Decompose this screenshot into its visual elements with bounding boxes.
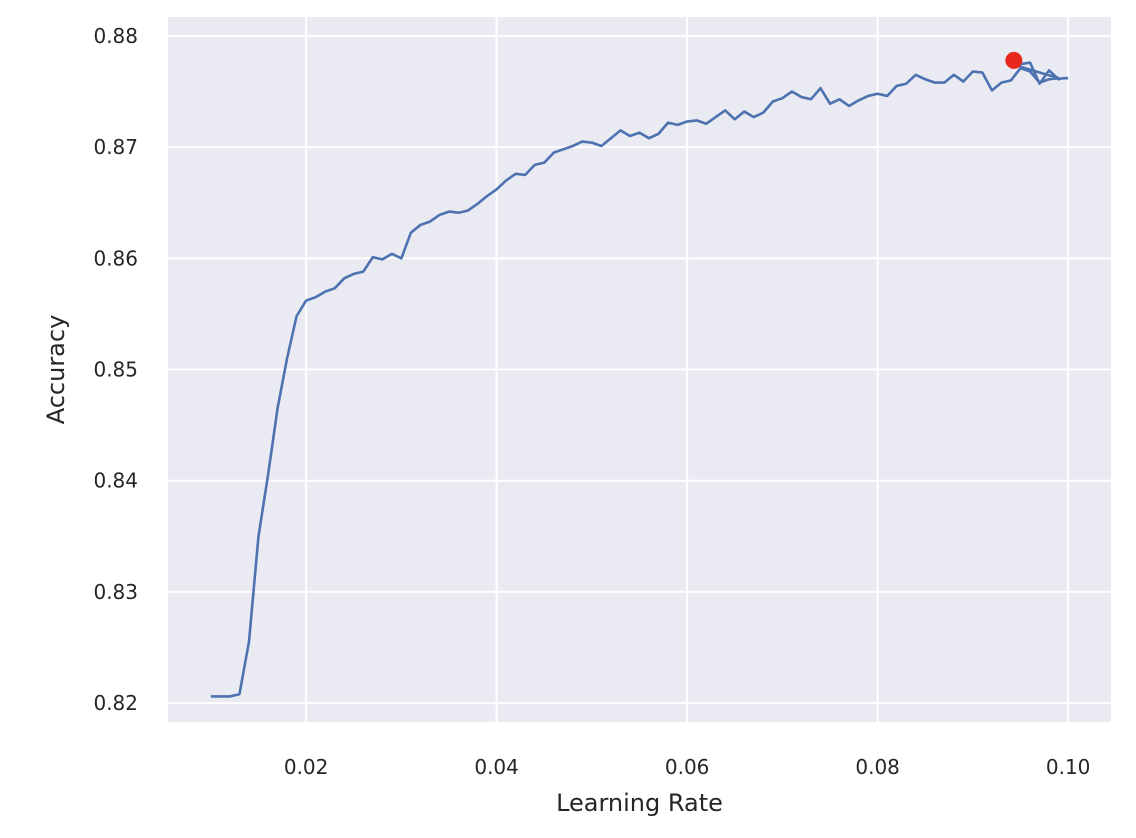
series-line-0 xyxy=(210,61,1069,698)
x-tick-label-4: 0.10 xyxy=(1046,755,1091,779)
grid-lines xyxy=(168,17,1111,722)
x-tick-label-1: 0.04 xyxy=(474,755,519,779)
y-tick-label-5: 0.87 xyxy=(93,135,138,159)
x-axis-label: Learning Rate xyxy=(556,789,723,817)
x-tick-label-0: 0.02 xyxy=(284,755,329,779)
y-tick-label-6: 0.88 xyxy=(93,24,138,48)
y-tick-label-0: 0.82 xyxy=(93,691,138,715)
y-tick-label-1: 0.83 xyxy=(93,580,138,604)
y-tick-label-4: 0.86 xyxy=(93,246,138,270)
series-layer xyxy=(210,51,1069,698)
y-tick-label-3: 0.85 xyxy=(93,358,138,382)
y-tick-label-2: 0.84 xyxy=(93,469,138,493)
y-axis-label: Accuracy xyxy=(42,315,70,425)
best-accuracy-point xyxy=(1005,51,1023,69)
x-tick-label-3: 0.08 xyxy=(855,755,900,779)
tick-labels: 0.02 0.04 0.06 0.08 0.10 0.82 0.83 0.84 0.85 0.86… xyxy=(93,24,1090,779)
x-tick-label-2: 0.06 xyxy=(665,755,710,779)
